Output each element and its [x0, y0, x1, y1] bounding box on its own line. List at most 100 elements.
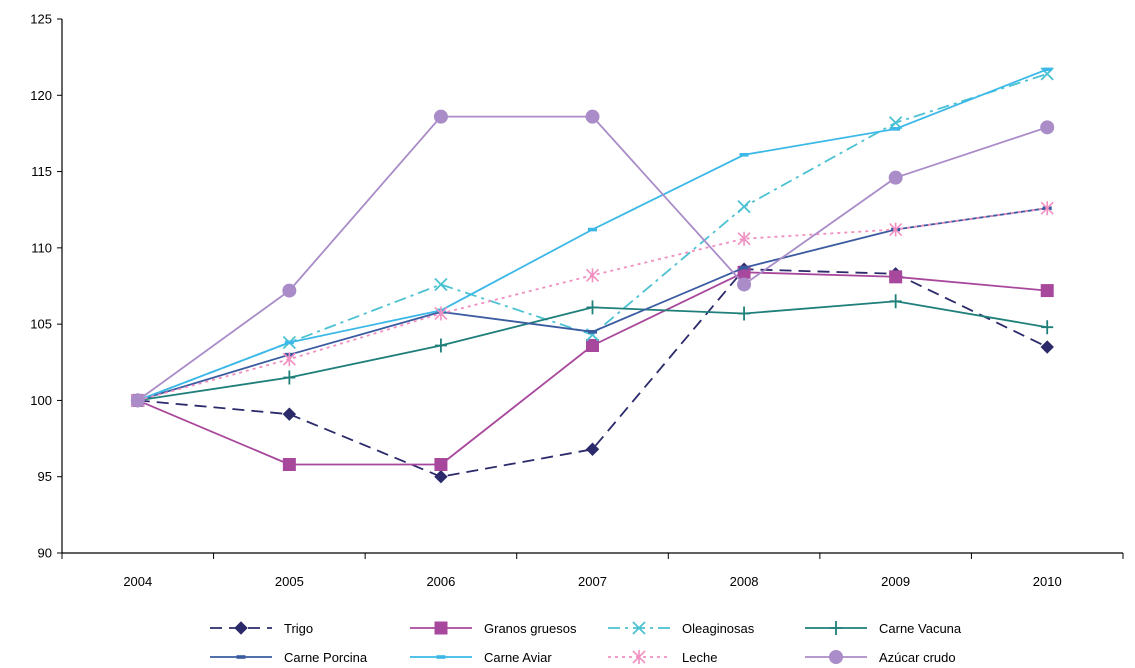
y-tick-label: 95	[38, 469, 52, 484]
square-marker	[282, 458, 296, 472]
data-point	[588, 227, 597, 232]
plus-marker	[434, 338, 447, 353]
legend-item: Granos gruesos	[410, 621, 577, 636]
dash-marker	[588, 329, 597, 334]
circle-marker	[829, 650, 843, 664]
legend-marker	[234, 621, 248, 635]
data-point	[585, 268, 600, 283]
series-line	[137, 115, 1048, 402]
circle-marker	[737, 277, 752, 292]
data-point	[586, 300, 599, 315]
data-point	[282, 352, 296, 367]
y-tick-label: 105	[30, 317, 52, 332]
data-point	[585, 109, 600, 124]
legend-item: Carne Aviar	[410, 650, 552, 665]
circle-marker	[130, 393, 145, 408]
asterisk-marker	[1040, 201, 1054, 216]
series-layer	[130, 67, 1055, 484]
x-marker	[434, 277, 448, 292]
data-point	[434, 338, 447, 353]
data-point	[1040, 120, 1055, 135]
data-point	[1040, 284, 1054, 298]
y-tick-label: 115	[31, 164, 52, 179]
square-marker	[434, 621, 448, 635]
legend-item: Carne Vacuna	[805, 621, 962, 636]
data-point	[433, 109, 448, 124]
x-tick-label: 2010	[1033, 574, 1062, 589]
data-point	[739, 152, 749, 157]
circle-marker	[1040, 120, 1055, 135]
y-tick-label: 100	[30, 393, 52, 408]
x-marker	[737, 200, 751, 214]
data-point	[889, 222, 903, 237]
legend-label: Trigo	[284, 621, 313, 636]
legend-label: Carne Aviar	[484, 650, 552, 665]
legend-label: Granos gruesos	[484, 621, 577, 636]
legend-marker	[434, 621, 448, 635]
data-point	[888, 170, 903, 185]
legend-item: Leche	[608, 650, 717, 665]
diamond-marker	[585, 442, 600, 456]
plus-marker	[1041, 320, 1054, 335]
data-point	[1041, 320, 1054, 335]
axes: 90 95 100 105 110 115 120 125 2004 2005 2006 2007 20…	[30, 12, 1124, 589]
data-point	[434, 306, 448, 321]
diamond-marker	[234, 621, 248, 635]
legend-item: Trigo	[210, 621, 313, 636]
dash-marker	[436, 655, 446, 659]
legend-label: Oleaginosas	[682, 621, 755, 636]
dash-marker	[1042, 67, 1052, 72]
diamond-marker	[434, 470, 448, 484]
legend-label: Leche	[682, 650, 717, 665]
legend-marker	[830, 621, 842, 635]
legend-label: Azúcar crudo	[879, 650, 956, 665]
dash-marker	[739, 265, 749, 270]
asterisk-marker	[585, 268, 600, 283]
series-trigo	[131, 262, 1054, 484]
y-tick-label: 120	[30, 88, 52, 103]
data-point	[284, 340, 294, 345]
legend-marker	[632, 621, 646, 635]
data-point	[1040, 340, 1054, 354]
diamond-marker	[1040, 340, 1054, 354]
legend-marker	[829, 650, 843, 664]
data-point	[891, 127, 901, 131]
data-point	[434, 470, 448, 484]
data-point	[737, 200, 751, 214]
square-marker	[889, 270, 903, 284]
asterisk-marker	[632, 650, 646, 664]
dash-marker	[588, 227, 597, 232]
plus-marker	[586, 300, 599, 315]
legend-marker	[632, 650, 646, 664]
asterisk-marker	[434, 306, 448, 321]
x-tick-label: 2009	[881, 574, 910, 589]
plus-marker	[889, 294, 902, 309]
y-tick-label: 110	[31, 240, 52, 255]
x-tick-label: 2008	[730, 574, 759, 589]
dash-marker	[891, 127, 901, 131]
legend-item: Azúcar crudo	[805, 650, 956, 665]
data-point	[1040, 201, 1054, 216]
data-point	[737, 277, 752, 292]
asterisk-marker	[282, 352, 296, 367]
legend-item: Oleaginosas	[608, 621, 755, 636]
data-point	[130, 393, 145, 408]
data-point	[283, 370, 296, 385]
dash-marker	[284, 340, 294, 345]
circle-marker	[433, 109, 448, 124]
data-point	[282, 407, 297, 421]
plus-marker	[738, 306, 751, 321]
legend-marker	[436, 655, 446, 659]
square-marker	[434, 458, 448, 472]
data-point	[434, 277, 448, 292]
legend-item: Carne Porcina	[210, 650, 368, 665]
legend-label: Carne Porcina	[284, 650, 368, 665]
x-tick-label: 2005	[275, 574, 304, 589]
legend-label: Carne Vacuna	[879, 621, 962, 636]
asterisk-marker	[889, 222, 903, 237]
data-point	[889, 270, 903, 284]
diamond-marker	[282, 407, 297, 421]
x-tick-label: 2004	[123, 574, 152, 589]
circle-marker	[585, 109, 600, 124]
